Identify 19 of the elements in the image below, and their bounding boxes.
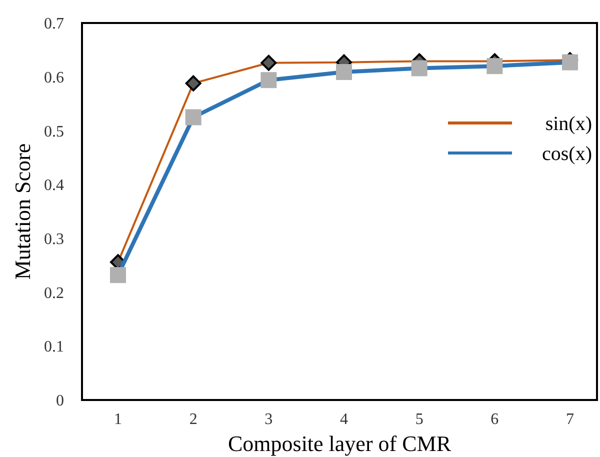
y-tick-label: 0.7 xyxy=(44,16,64,33)
x-tick-label: 1 xyxy=(114,411,122,428)
y-tick-label: 0.5 xyxy=(44,123,64,140)
y-tick-label: 0.2 xyxy=(44,284,64,302)
x-tick-label: 7 xyxy=(566,411,574,428)
y-tick-label: 0.6 xyxy=(44,69,64,86)
legend-label: cos(x) xyxy=(542,143,592,165)
x-tick-label: 2 xyxy=(189,411,198,428)
y-tick-label: 0.4 xyxy=(44,177,64,194)
x-axis-title: Composite layer of CMR xyxy=(228,431,452,456)
x-tick-label: 6 xyxy=(490,411,499,428)
y-axis-title: Mutation Score xyxy=(10,143,35,280)
x-tick-label: 3 xyxy=(264,411,273,428)
legend-label: sin(x) xyxy=(545,113,592,135)
x-tick-label: 4 xyxy=(340,411,348,428)
x-tick-label: 5 xyxy=(415,411,424,428)
y-tick-label: 0.3 xyxy=(44,231,64,248)
y-tick-label: 0.1 xyxy=(44,338,64,356)
y-tick-label: 0 xyxy=(56,392,64,410)
